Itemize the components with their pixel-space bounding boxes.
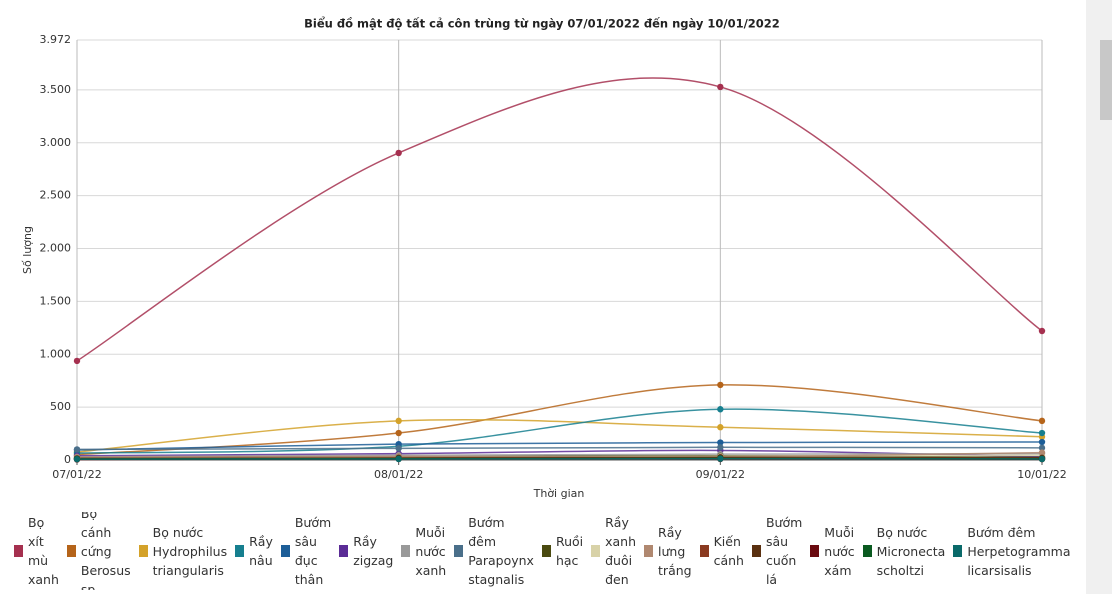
data-point xyxy=(73,455,81,463)
legend-label: Bướm sâu cuốn lá xyxy=(765,515,803,587)
chart: Biểu đồ mật độ tất cả côn trùng từ ngày … xyxy=(21,16,1067,501)
data-point xyxy=(717,439,724,446)
data-point xyxy=(1038,429,1046,437)
legend-label: Bướm sâu đục thân xyxy=(294,515,332,587)
y-tick-label: 2.000 xyxy=(40,242,72,255)
data-point xyxy=(395,445,402,452)
data-point xyxy=(717,381,724,389)
chart-title: Biểu đồ mật độ tất cả côn trùng từ ngày … xyxy=(304,16,780,31)
data-point xyxy=(73,446,81,453)
legend-label: Bọ nước Micronecta scholtzi xyxy=(876,524,946,578)
legend-item[interactable]: Bọ xít mù xanh xyxy=(14,513,59,589)
series-line xyxy=(76,77,1043,362)
legend-swatch xyxy=(699,545,709,557)
legend-label: Kiến cánh xyxy=(713,534,744,568)
legend-item[interactable]: Muỗi nước xám xyxy=(810,523,855,580)
legend-label: Bọ cánh cứng Berosus sp. xyxy=(80,512,131,590)
y-tick-label: 3.972 xyxy=(40,33,72,46)
legend-swatch xyxy=(280,545,290,557)
legend-item[interactable]: Rầy zigzag xyxy=(339,532,393,570)
legend-item[interactable]: Ruồi hạc xyxy=(541,532,584,570)
data-point xyxy=(73,357,81,365)
legend-label: Bọ xít mù xanh xyxy=(28,515,59,587)
legend-item[interactable]: Rầy xanh đuôi đen xyxy=(591,513,636,589)
data-point xyxy=(395,417,402,425)
series-line xyxy=(76,446,1043,451)
legend-swatch xyxy=(644,545,654,557)
data-point xyxy=(1038,449,1046,456)
legend-label: Ruồi hạc xyxy=(555,534,584,568)
data-point xyxy=(717,83,724,91)
y-tick-label: 500 xyxy=(50,400,71,413)
data-point xyxy=(717,406,724,413)
x-tick-label: 08/01/22 xyxy=(374,468,423,481)
data-point xyxy=(717,424,724,431)
series-line xyxy=(76,451,1043,459)
legend-swatch xyxy=(235,545,245,557)
data-point xyxy=(395,149,402,157)
data-point xyxy=(1038,444,1046,452)
legend-label: Muỗi nước xanh xyxy=(415,524,447,578)
legend-swatch xyxy=(66,545,76,557)
legend: Bọ xít mù xanh Bọ cánh cứng Berosus sp. Bọ… xyxy=(14,512,1082,590)
legend-label: Muỗi nước xám xyxy=(824,524,855,578)
data-point xyxy=(1038,455,1046,463)
scrollbar-thumb[interactable] xyxy=(1100,40,1112,120)
series-line xyxy=(76,441,1043,451)
legend-label: Rầy xanh đuôi đen xyxy=(605,515,637,587)
data-point xyxy=(395,455,402,463)
legend-item[interactable]: Bọ cánh cứng Berosus sp. xyxy=(66,512,131,590)
legend-label: Rầy zigzag xyxy=(353,534,394,568)
legend-swatch xyxy=(862,545,872,557)
data-point xyxy=(1038,438,1046,446)
x-axis-label: Thời gian xyxy=(533,487,585,500)
legend-item[interactable]: Bọ nước Micronecta scholtzi xyxy=(862,523,946,580)
data-point xyxy=(717,455,724,462)
legend-label: Rầy lưng trắng xyxy=(658,524,692,578)
legend-label: Bướm đêm Parapoynx stagnalis xyxy=(468,515,534,587)
series-line xyxy=(76,418,1043,453)
x-tick-label: 09/01/22 xyxy=(696,468,745,481)
legend-swatch xyxy=(591,545,601,557)
legend-swatch xyxy=(401,545,411,557)
legend-swatch xyxy=(14,545,23,557)
series-line xyxy=(76,408,1043,454)
y-tick-label: 1.500 xyxy=(40,294,72,307)
legend-item[interactable]: Bướm sâu cuốn lá xyxy=(751,513,803,589)
y-tick-label: 2.500 xyxy=(40,189,72,202)
series-line xyxy=(76,384,1043,456)
y-tick-label: 3.000 xyxy=(40,136,72,149)
legend-item[interactable]: Bướm đêm Parapoynx stagnalis xyxy=(454,513,534,589)
legend-item[interactable]: Bọ nước Hydrophilus triangularis xyxy=(138,523,228,580)
legend-swatch xyxy=(454,545,464,557)
legend-swatch xyxy=(339,545,349,557)
y-tick-label: 3.500 xyxy=(40,83,72,96)
legend-item[interactable]: Muỗi nước xanh xyxy=(401,523,446,580)
legend-item[interactable]: Rầy nâu xyxy=(235,532,273,570)
legend-label: Bọ nước Hydrophilus triangularis xyxy=(152,524,228,578)
legend-label: Rầy nâu xyxy=(249,534,273,568)
legend-swatch xyxy=(751,545,761,557)
legend-label: Bướm đêm Herpetogramma licarsisalis xyxy=(967,524,1071,578)
data-point xyxy=(1038,417,1046,425)
legend-swatch xyxy=(953,545,963,557)
x-tick-label: 07/01/22 xyxy=(52,468,101,481)
x-tick-label: 10/01/22 xyxy=(1017,468,1066,481)
y-tick-label: 0 xyxy=(64,453,71,466)
legend-item[interactable]: Rầy lưng trắng xyxy=(644,523,692,580)
legend-swatch xyxy=(138,545,148,557)
y-tick-label: 1.000 xyxy=(40,347,72,360)
data-point xyxy=(717,444,724,451)
y-axis-label: Số lượng xyxy=(21,226,34,274)
legend-item[interactable]: Bướm sâu đục thân xyxy=(280,513,332,589)
legend-item[interactable]: Bướm đêm Herpetogramma licarsisalis xyxy=(953,523,1070,580)
legend-item[interactable]: Kiến cánh xyxy=(699,532,744,570)
data-point xyxy=(1038,327,1046,335)
legend-swatch xyxy=(810,545,820,557)
data-point xyxy=(395,429,402,437)
legend-swatch xyxy=(541,545,551,557)
